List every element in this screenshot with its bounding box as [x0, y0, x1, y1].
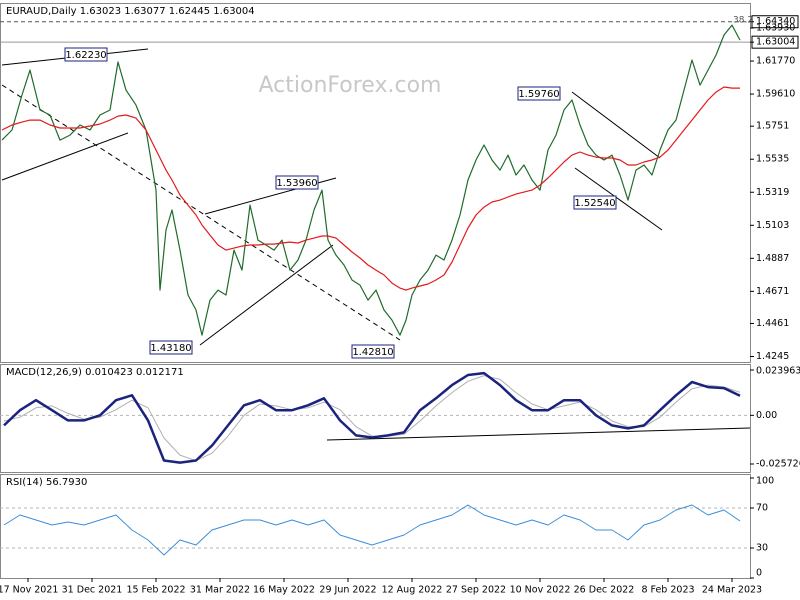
x-tick-label: 17 Nov 2021 [0, 585, 58, 596]
trendline [199, 244, 334, 346]
panel-title: RSI(14) 56.7930 [6, 477, 87, 488]
trendline [1, 84, 401, 341]
trendline [574, 167, 663, 231]
price-label: 1.43180 [150, 343, 191, 354]
panel-title: EURAUD,Daily 1.63023 1.63077 1.62445 1.6… [6, 6, 255, 17]
x-tick-label: 10 Nov 2022 [510, 585, 571, 596]
y-tick-label: 1.5751 [756, 121, 789, 132]
trendline [326, 427, 751, 441]
price-label-box [351, 344, 395, 359]
series-line [1, 86, 740, 291]
y-tick-label: 30 [756, 543, 768, 554]
fib-label: 38.2 [733, 16, 753, 26]
y-tick-label: 1.64340 [756, 16, 795, 27]
series-line [3, 375, 741, 462]
x-tick-label: 26 Dec 2022 [574, 585, 635, 596]
x-tick-label: 15 Feb 2022 [126, 585, 185, 596]
x-tick-label: 24 Mar 2023 [702, 585, 762, 596]
series-line [1, 24, 741, 336]
x-tick-label: 12 Aug 2022 [382, 585, 443, 596]
price-label-box [275, 175, 319, 190]
y-tick-label: 1.5535 [756, 154, 789, 165]
price-label-box [517, 86, 561, 101]
price-panel [0, 3, 751, 363]
y-tick-label: 0.023963 [756, 366, 800, 377]
y-tick-label: 1.61770 [756, 56, 795, 67]
x-tick-label: 27 Sep 2022 [446, 585, 506, 596]
plot-layer: ActionForex.com EURAUD,Daily 1.63023 1.63… [0, 6, 800, 596]
y-tick-label: 1.5103 [756, 220, 789, 231]
y-tick-label: -0.025726 [756, 459, 800, 470]
y-tick-label: 1.59610 [756, 89, 795, 100]
price-label: 1.59760 [518, 89, 559, 100]
y-tick-label: 1.4245 [756, 351, 789, 362]
price-label: 1.52540 [574, 198, 615, 209]
x-tick-label: 8 Feb 2023 [641, 585, 694, 596]
price-label-box [149, 340, 193, 355]
trendline [1, 132, 129, 181]
trendline [571, 91, 661, 159]
y-tick-label: 0 [756, 568, 762, 579]
x-tick-label: 31 Dec 2021 [62, 585, 123, 596]
series-line [3, 371, 741, 464]
y-tick-label: 1.4887 [756, 253, 789, 264]
price-label: 1.53960 [276, 178, 317, 189]
panel-frames [0, 3, 751, 579]
x-tick-label: 31 Mar 2022 [190, 585, 250, 596]
y-tick-label: 1.4671 [756, 286, 789, 297]
series-line [3, 504, 741, 556]
y-tick-label: 70 [756, 503, 768, 514]
x-tick-label: 29 Jun 2022 [319, 585, 376, 596]
price-label-box [64, 47, 108, 62]
panel-title: MACD(12,26,9) 0.010423 0.012171 [6, 367, 184, 378]
y-tick-label: 1.5319 [756, 187, 789, 198]
y-tick-label: 1.63004 [756, 37, 795, 48]
rsi-panel [0, 474, 751, 579]
watermark: ActionForex.com [259, 73, 442, 98]
y-tick-label: 1.63930 [756, 23, 795, 34]
y-tick-label: 1.4461 [756, 318, 789, 329]
y-tick-label: 0.00 [756, 410, 777, 421]
price-label: 1.62230 [65, 50, 106, 61]
macd-panel [0, 364, 751, 473]
price-label-box [573, 195, 617, 210]
y-tick-label: 100 [756, 476, 774, 487]
x-tick-label: 16 May 2022 [253, 585, 315, 596]
price-label: 1.42810 [352, 347, 393, 358]
